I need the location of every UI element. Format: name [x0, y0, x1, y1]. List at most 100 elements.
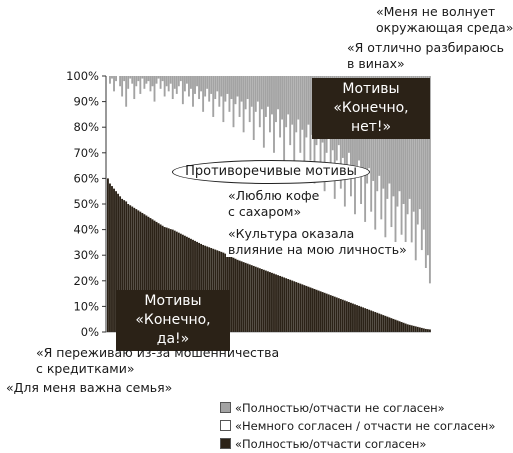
legend-swatch-neutral: [220, 420, 231, 431]
bar-agree: [382, 315, 385, 332]
bar-agree: [416, 326, 419, 332]
y-tick-label: 10%: [73, 299, 99, 313]
bar-disagree: [159, 76, 162, 89]
bar-agree: [198, 242, 201, 332]
bar-agree: [244, 262, 247, 332]
bar-disagree: [165, 76, 168, 87]
bar-disagree: [200, 76, 203, 92]
bar-disagree: [194, 76, 196, 94]
bar-disagree: [141, 76, 144, 79]
bar-agree: [392, 318, 395, 332]
bar-agree: [354, 304, 356, 332]
y-tick-label: 60%: [73, 171, 99, 185]
bar-disagree: [402, 76, 405, 204]
bar-agree: [291, 280, 294, 332]
bar-agree: [384, 315, 387, 332]
bar-disagree: [202, 76, 205, 112]
bar-agree: [133, 207, 136, 332]
bar-agree: [143, 214, 146, 332]
annotation-fraud: «Я переживаю из-за мошенничества с креди…: [36, 345, 280, 376]
annotation-coffee: «Люблю кофе с сахаром»: [226, 188, 322, 219]
bar-disagree: [179, 76, 182, 82]
annotation-culture: «Культура оказала влияние на мою личност…: [226, 226, 409, 257]
bar-agree: [194, 240, 196, 332]
bar-agree: [190, 238, 192, 332]
bar-agree: [145, 215, 148, 332]
bar-disagree: [153, 76, 156, 102]
bar-disagree: [190, 76, 192, 89]
y-tick-label: 40%: [73, 223, 99, 237]
bar-agree: [378, 313, 381, 332]
bar-disagree: [149, 76, 152, 92]
bar-disagree: [224, 76, 227, 102]
bar-disagree: [171, 76, 174, 100]
bar-disagree: [228, 76, 231, 112]
bar-disagree: [248, 76, 251, 123]
bar-disagree: [277, 76, 279, 110]
bar-agree: [141, 212, 144, 332]
bar-agree: [360, 306, 363, 332]
bar-agree: [179, 233, 182, 332]
bar-disagree: [119, 76, 122, 87]
bar-agree: [297, 282, 300, 332]
bar-agree: [262, 269, 265, 332]
bar-disagree: [127, 76, 130, 89]
bar-agree: [327, 294, 330, 332]
bar-agree: [183, 235, 186, 332]
bar-disagree: [167, 76, 170, 92]
bar-disagree: [246, 76, 249, 100]
bar-disagree: [157, 76, 160, 79]
bar-agree: [412, 325, 415, 332]
bar-agree: [121, 198, 124, 332]
bar-agree: [329, 295, 332, 332]
bar-disagree: [414, 76, 417, 261]
bar-agree: [192, 239, 194, 332]
bar-disagree: [123, 76, 126, 82]
bar-disagree: [177, 76, 180, 87]
bar-disagree: [173, 76, 176, 89]
bar-agree: [400, 322, 403, 332]
bar-agree: [362, 307, 365, 332]
bar-disagree: [293, 76, 296, 169]
bar-agree: [177, 232, 180, 332]
bar-agree: [266, 271, 269, 332]
bar-agree: [323, 292, 326, 332]
bar-agree: [422, 328, 425, 332]
bar-agree: [204, 245, 207, 332]
bar-disagree: [301, 76, 304, 130]
bar-agree: [123, 200, 126, 332]
bar-disagree: [129, 76, 132, 79]
bar-agree: [390, 318, 393, 332]
bar-disagree: [275, 76, 277, 123]
bar-agree: [171, 229, 174, 332]
bar-agree: [325, 293, 328, 332]
bar-agree: [319, 291, 322, 332]
y-tick-label: 30%: [73, 248, 99, 262]
bar-disagree: [384, 76, 387, 238]
bar-agree: [208, 247, 211, 332]
bar-disagree: [422, 76, 425, 230]
legend-swatch-agree: [220, 438, 231, 449]
bar-agree: [281, 276, 284, 332]
bar-disagree: [256, 76, 259, 102]
bar-agree: [408, 324, 411, 332]
bar-disagree: [291, 76, 294, 125]
bar-agree: [374, 312, 377, 332]
bar-agree: [315, 289, 318, 332]
bar-disagree: [242, 76, 245, 133]
bar-disagree: [400, 76, 403, 235]
bar-agree: [307, 286, 310, 332]
bar-agree: [339, 298, 342, 332]
bar-agree: [159, 224, 162, 332]
bar-agree: [311, 288, 314, 332]
bar-agree: [109, 183, 111, 332]
bar-agree: [236, 259, 239, 332]
bar-disagree: [155, 76, 158, 84]
bar-disagree: [412, 76, 415, 212]
bar-agree: [196, 241, 198, 332]
bar-agree: [418, 327, 421, 332]
motives-no-box: Мотивы «Конечно, нет!»: [312, 78, 430, 139]
bar-disagree: [163, 76, 166, 97]
bar-disagree: [416, 76, 419, 225]
bar-disagree: [264, 76, 267, 117]
